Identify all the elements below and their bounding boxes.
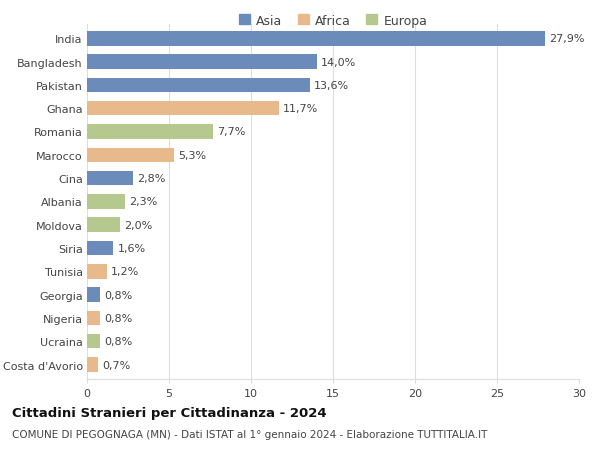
Bar (87, 264, 107, 279)
Text: 13,6%: 13,6% (314, 81, 349, 91)
Text: 0,8%: 0,8% (104, 290, 133, 300)
Bar (87, 78, 310, 93)
Text: 0,8%: 0,8% (104, 313, 133, 323)
Bar (87, 32, 545, 46)
Bar (87, 288, 100, 302)
Bar (87, 241, 113, 256)
Text: 5,3%: 5,3% (178, 151, 206, 161)
Bar (87, 195, 125, 209)
Bar (87, 172, 133, 186)
Bar (87, 148, 174, 162)
Text: 11,7%: 11,7% (283, 104, 318, 114)
Text: COMUNE DI PEGOGNAGA (MN) - Dati ISTAT al 1° gennaio 2024 - Elaborazione TUTTITAL: COMUNE DI PEGOGNAGA (MN) - Dati ISTAT al… (12, 429, 487, 439)
Bar (87, 218, 120, 232)
Text: 0,8%: 0,8% (104, 336, 133, 347)
Text: 7,7%: 7,7% (217, 127, 246, 137)
Text: 0,7%: 0,7% (103, 360, 131, 369)
Text: 1,2%: 1,2% (111, 267, 139, 277)
Bar (87, 334, 100, 349)
Bar (87, 358, 98, 372)
Text: 27,9%: 27,9% (548, 34, 584, 44)
Bar (87, 55, 317, 70)
Text: Cittadini Stranieri per Cittadinanza - 2024: Cittadini Stranieri per Cittadinanza - 2… (12, 406, 326, 419)
Text: 2,0%: 2,0% (124, 220, 152, 230)
Bar (87, 125, 213, 140)
Text: 2,3%: 2,3% (129, 197, 157, 207)
Text: 2,8%: 2,8% (137, 174, 166, 184)
Legend: Asia, Africa, Europa: Asia, Africa, Europa (236, 12, 430, 30)
Text: 14,0%: 14,0% (320, 57, 356, 67)
Text: 1,6%: 1,6% (118, 243, 145, 253)
Bar (87, 311, 100, 325)
Bar (87, 102, 279, 116)
